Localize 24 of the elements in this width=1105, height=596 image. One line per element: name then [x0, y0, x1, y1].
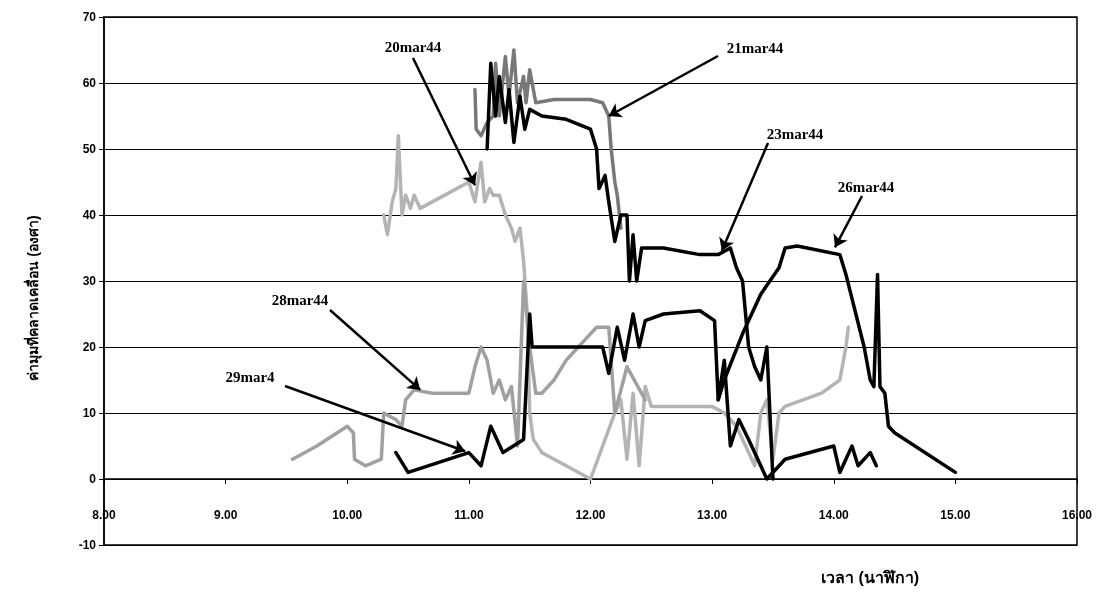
x-tick-label: 14.00 [818, 508, 850, 522]
y-tick-label: 10 [82, 406, 97, 420]
x-axis-title: เวลา (นาฬิกา) [820, 568, 920, 586]
y-tick-label: -10 [78, 538, 97, 552]
annotation: 20mar44 [384, 39, 442, 55]
y-tick-label: 60 [82, 76, 97, 90]
annotation: 23mar44 [766, 126, 824, 142]
y-tick-label: 30 [82, 274, 97, 288]
annotation: 28mar44 [271, 292, 329, 308]
y-tick-label: 40 [82, 208, 97, 222]
y-tick-label: 70 [82, 10, 97, 24]
y-tick-label: 50 [82, 142, 97, 156]
x-tick-label: 13.00 [697, 508, 728, 522]
x-tick-label: 9.00 [213, 508, 238, 522]
x-tick-label: 11.00 [454, 508, 484, 522]
x-tick-label: 10.00 [332, 508, 363, 522]
y-axis-title: ค่ามุมที่คลาดเคลื่อน (องศา) [23, 215, 42, 381]
x-tick-label: 15.00 [940, 508, 971, 522]
annotation: 21mar44 [726, 40, 784, 56]
y-tick-label: 0 [89, 472, 97, 486]
annotation: 29mar4 [225, 369, 276, 385]
x-tick-label: 12.00 [575, 508, 606, 522]
annotation: 26mar44 [837, 179, 895, 195]
y-tick-label: 20 [82, 340, 97, 354]
